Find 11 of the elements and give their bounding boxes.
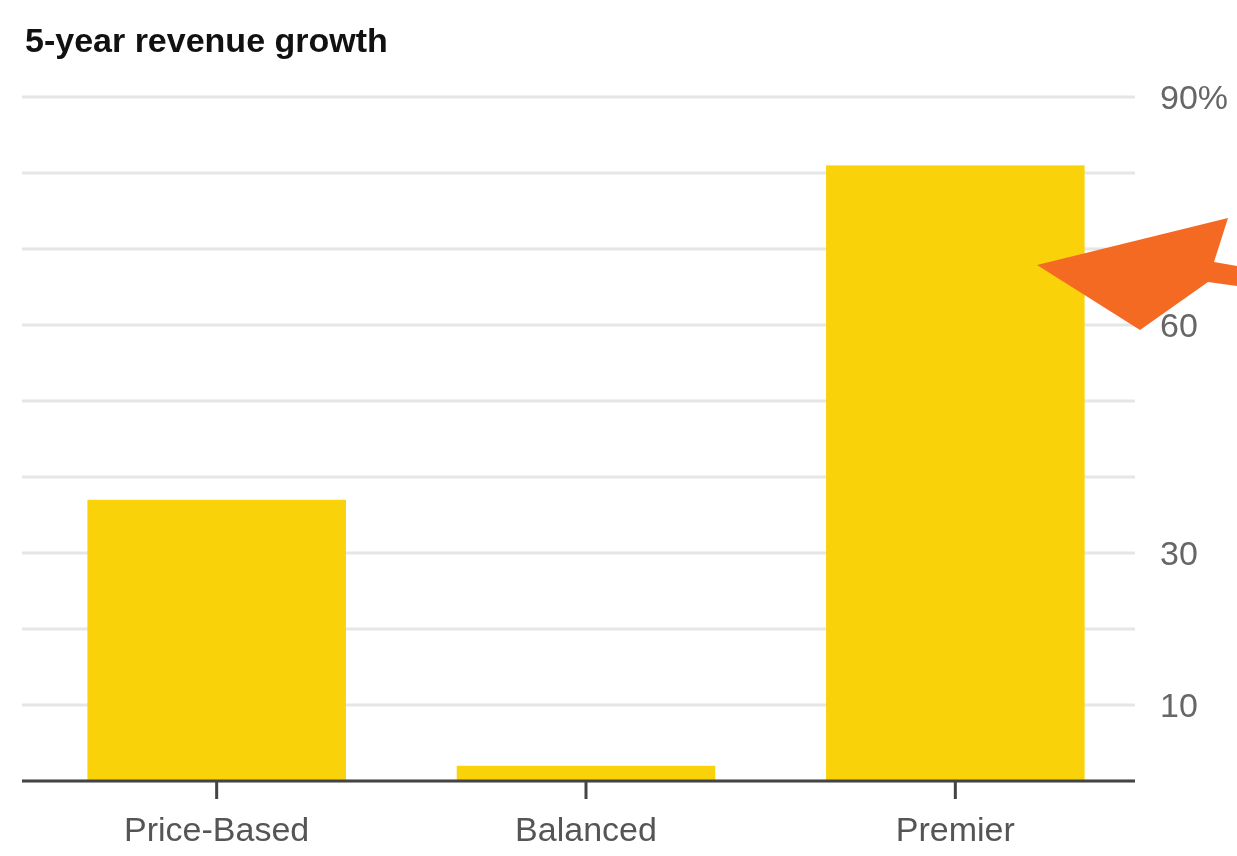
x-tick-label: Balanced (515, 810, 657, 848)
y-tick-label: 30 (1160, 533, 1198, 572)
x-tick-label: Price-Based (124, 810, 310, 848)
y-tick-label: 10 (1160, 685, 1198, 724)
bar (87, 499, 346, 781)
y-tick-label: 90% (1160, 77, 1229, 116)
chart-title: 5-year revenue growth (25, 21, 388, 59)
y-tick-label: 60 (1160, 305, 1198, 344)
bar (456, 765, 716, 781)
x-tick-label: Premier (895, 810, 1015, 848)
bar (826, 165, 1085, 781)
